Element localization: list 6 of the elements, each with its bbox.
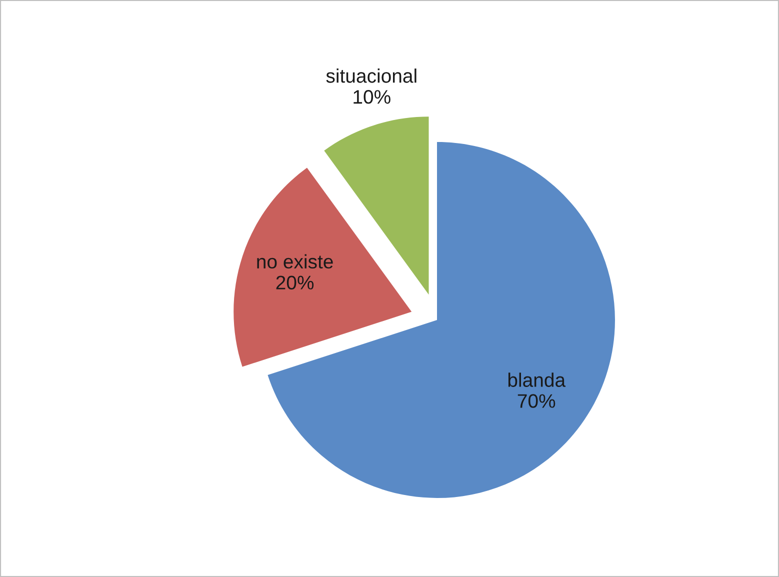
data-label: 20% bbox=[276, 276, 314, 290]
slice-label: blanda bbox=[508, 372, 566, 387]
slice-label: no existe bbox=[257, 254, 333, 269]
data-label: 10% bbox=[354, 90, 390, 104]
data-label: 70% bbox=[518, 394, 556, 408]
slice-label: situacional bbox=[326, 68, 416, 83]
